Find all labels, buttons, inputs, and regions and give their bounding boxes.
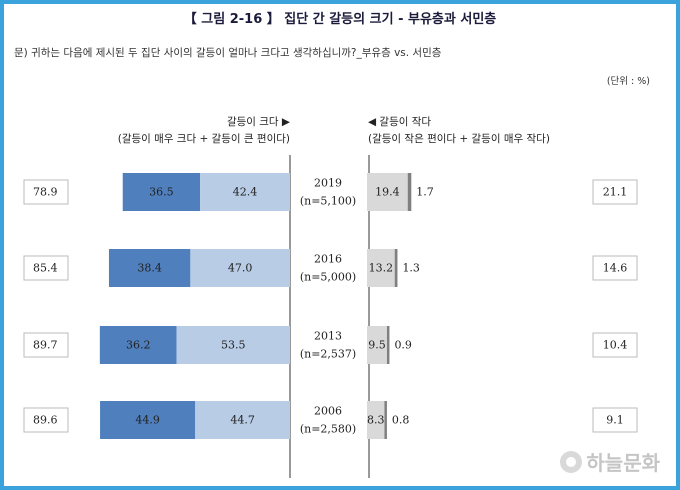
watermark-text: 하늘문화 bbox=[586, 451, 660, 475]
label-large-2013: 53.5 bbox=[221, 339, 246, 352]
bar-very-large-2019 bbox=[122, 173, 201, 211]
total-large-box-2006 bbox=[23, 407, 69, 433]
unit-label: (단위 : %) bbox=[606, 76, 650, 87]
total-large-2013: 89.7 bbox=[33, 339, 58, 352]
total-large-box-2013 bbox=[23, 332, 69, 358]
sample-size-2016: (n=5,000) bbox=[300, 271, 356, 284]
bar-very-large-2013 bbox=[99, 326, 177, 364]
bar-small-2016 bbox=[367, 249, 395, 287]
bar-large-2019 bbox=[200, 173, 290, 211]
year-label-2019: 2019 bbox=[314, 177, 342, 190]
bar-very-large-2016 bbox=[108, 249, 191, 287]
bar-small-2013 bbox=[367, 326, 387, 364]
total-large-2016: 85.4 bbox=[33, 262, 58, 275]
sample-size-2013: (n=2,537) bbox=[300, 348, 356, 361]
watermark-logo-icon bbox=[560, 450, 583, 473]
total-small-box-2013 bbox=[592, 332, 638, 358]
bar-large-2006 bbox=[195, 401, 290, 439]
bar-very-large-2006 bbox=[100, 401, 196, 439]
label-small-2013: 9.5 bbox=[368, 339, 386, 352]
year-label-2016: 2016 bbox=[314, 253, 342, 266]
bar-very-small-2013 bbox=[386, 326, 390, 364]
total-large-box-2019 bbox=[23, 179, 69, 205]
label-very-large-2006: 44.9 bbox=[135, 414, 160, 427]
label-very-large-2019: 36.5 bbox=[149, 186, 174, 199]
header-small-subtitle: (갈등이 작은 편이다 + 갈등이 매우 작다) bbox=[368, 133, 550, 145]
bar-very-small-2016 bbox=[394, 249, 398, 287]
label-small-2019: 19.4 bbox=[375, 186, 400, 199]
sample-size-2006: (n=2,580) bbox=[300, 423, 356, 436]
label-very-small-2013: 0.9 bbox=[394, 339, 412, 352]
label-small-2006: 8.3 bbox=[367, 414, 385, 427]
total-large-2019: 78.9 bbox=[33, 186, 58, 199]
bar-large-2016 bbox=[190, 249, 290, 287]
watermark: 하늘문화 bbox=[560, 447, 660, 476]
label-large-2006: 44.7 bbox=[230, 414, 255, 427]
header-small-title: ◀ 갈등이 작다 bbox=[368, 116, 432, 128]
bar-very-small-2006 bbox=[384, 401, 387, 439]
header-small-conflict: ◀ 갈등이 작다 (갈등이 작은 편이다 + 갈등이 매우 작다) bbox=[368, 114, 608, 148]
total-small-box-2006 bbox=[592, 407, 638, 433]
label-large-2019: 42.4 bbox=[233, 186, 258, 199]
bar-small-2019 bbox=[367, 173, 408, 211]
sample-size-2019: (n=5,100) bbox=[300, 195, 356, 208]
label-very-large-2016: 38.4 bbox=[137, 262, 162, 275]
total-large-box-2016 bbox=[23, 255, 69, 281]
total-small-box-2019 bbox=[592, 179, 638, 205]
total-small-box-2016 bbox=[592, 255, 638, 281]
total-small-2016: 14.6 bbox=[603, 262, 628, 275]
header-large-title: 갈등이 크다 ▶ bbox=[226, 116, 290, 128]
total-large-2006: 89.6 bbox=[33, 414, 58, 427]
year-label-2006: 2006 bbox=[314, 405, 342, 418]
label-very-small-2019: 1.7 bbox=[416, 186, 434, 199]
total-small-2013: 10.4 bbox=[603, 339, 628, 352]
total-small-2019: 21.1 bbox=[603, 186, 628, 199]
bar-large-2013 bbox=[176, 326, 290, 364]
label-large-2016: 47.0 bbox=[228, 262, 253, 275]
header-large-conflict: 갈등이 크다 ▶ (갈등이 매우 크다 + 갈등이 큰 편이다) bbox=[80, 114, 290, 148]
bar-very-small-2019 bbox=[407, 173, 412, 211]
label-very-large-2013: 36.2 bbox=[126, 339, 151, 352]
label-very-small-2006: 0.8 bbox=[392, 414, 410, 427]
label-small-2016: 13.2 bbox=[369, 262, 394, 275]
label-very-small-2016: 1.3 bbox=[402, 262, 420, 275]
year-column bbox=[289, 155, 370, 478]
chart-title: 【 그림 2-16 】 집단 간 갈등의 크기 - 부유층과 서민층 bbox=[183, 12, 497, 27]
survey-question: 문) 귀하는 다음에 제시된 두 집단 사이의 갈등이 얼마나 크다고 생각하십… bbox=[14, 47, 442, 59]
total-small-2006: 9.1 bbox=[606, 414, 624, 427]
year-label-2013: 2013 bbox=[314, 330, 342, 343]
bar-small-2006 bbox=[367, 401, 385, 439]
header-large-subtitle: (갈등이 매우 크다 + 갈등이 큰 편이다) bbox=[117, 133, 290, 145]
